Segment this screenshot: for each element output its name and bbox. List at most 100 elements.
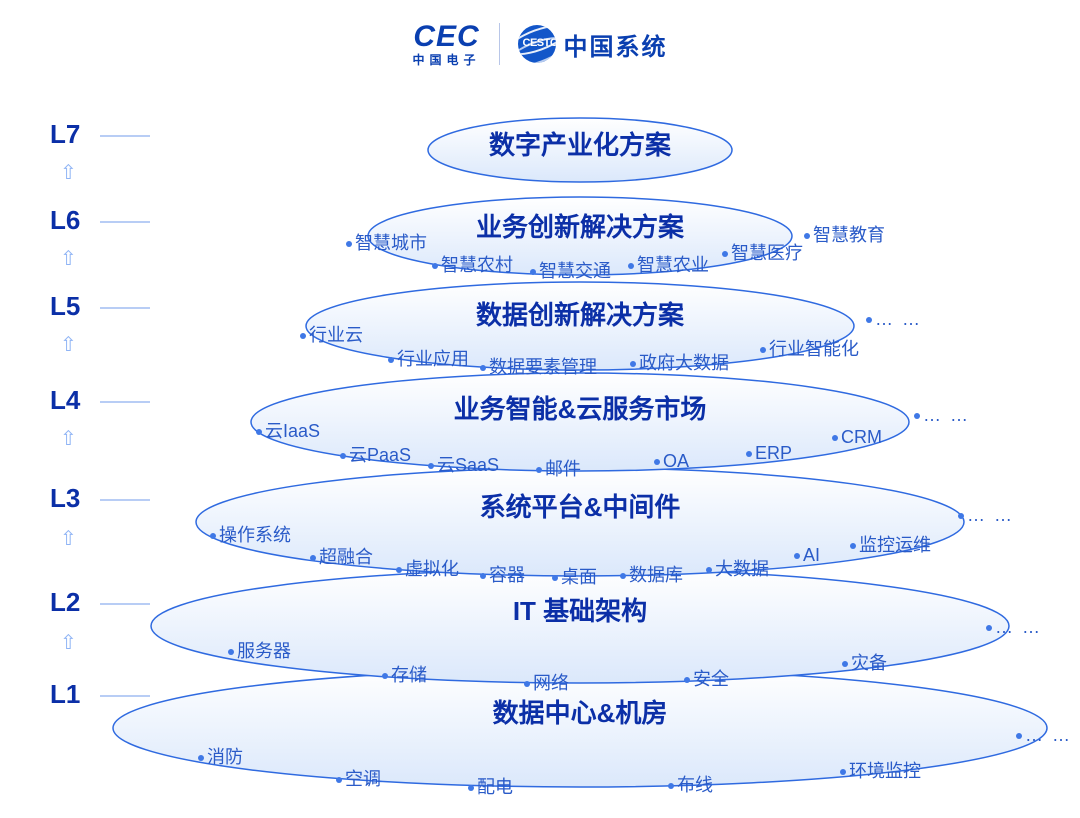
ellipsis-text: … …	[875, 309, 922, 329]
sub-item-l6-5: 智慧教育	[804, 221, 885, 247]
sub-item-l6-1: 智慧农村	[432, 251, 513, 277]
sub-item-l2-4: 灾备	[842, 649, 887, 675]
sub-item-label: 虚拟化	[405, 559, 459, 579]
ellipsis-icon-l3: … …	[958, 505, 1014, 526]
sub-item-label: OA	[663, 451, 689, 471]
level-tick-l5	[100, 307, 150, 309]
logo-cestc-text: 中国系统	[564, 27, 668, 62]
dot-icon	[524, 681, 530, 687]
dot-icon	[256, 429, 262, 435]
dot-icon	[480, 573, 486, 579]
dot-icon	[914, 413, 920, 419]
sub-item-label: 云PaaS	[349, 445, 411, 465]
sub-item-label: 数据要素管理	[489, 357, 597, 377]
sub-item-l1-3: 布线	[668, 771, 713, 797]
level-label-l2: L2	[50, 587, 80, 618]
level-tick-l4	[100, 401, 150, 403]
layer-title-l7: 数字产业化方案	[489, 125, 671, 162]
sub-item-l1-2: 配电	[468, 773, 513, 799]
sub-item-label: 安全	[693, 669, 729, 689]
dot-icon	[866, 317, 872, 323]
sub-item-l5-1: 行业应用	[388, 345, 469, 371]
dot-icon	[336, 777, 342, 783]
sub-item-l3-7: AI	[794, 545, 820, 566]
dot-icon	[228, 649, 234, 655]
dot-icon	[722, 251, 728, 257]
ellipsis-text: … …	[1025, 725, 1072, 745]
ellipsis-icon-l5: … …	[866, 309, 922, 330]
dot-icon	[1016, 733, 1022, 739]
dot-icon	[310, 555, 316, 561]
sub-item-l3-5: 数据库	[620, 561, 683, 587]
dot-icon	[654, 459, 660, 465]
sub-item-label: 灾备	[851, 653, 887, 673]
logo-cestc: CESTC 中国系统	[518, 25, 668, 63]
dot-icon	[794, 553, 800, 559]
level-arrow-icon-l7: ⇧	[60, 160, 77, 185]
dot-icon	[346, 241, 352, 247]
sub-item-label: 行业应用	[397, 349, 469, 369]
sub-item-l4-0: 云IaaS	[256, 417, 320, 443]
level-label-l1: L1	[50, 679, 80, 710]
dot-icon	[684, 677, 690, 683]
sub-item-label: 大数据	[715, 559, 769, 579]
dot-icon	[480, 365, 486, 371]
sub-item-l6-0: 智慧城市	[346, 229, 427, 255]
sub-item-label: 超融合	[319, 547, 373, 567]
sub-item-label: 配电	[477, 777, 513, 797]
sub-item-l5-4: 行业智能化	[760, 335, 859, 361]
sub-item-label: 桌面	[561, 567, 597, 587]
level-arrow-icon-l6: ⇧	[60, 246, 77, 271]
sub-item-label: 云IaaS	[265, 421, 320, 441]
sub-item-l3-2: 虚拟化	[396, 555, 459, 581]
dot-icon	[428, 463, 434, 469]
sub-item-l4-5: ERP	[746, 443, 792, 464]
sub-item-label: 智慧教育	[813, 225, 885, 245]
ellipsis-icon-l4: … …	[914, 405, 970, 426]
sub-item-label: AI	[803, 545, 820, 565]
sub-item-label: 空调	[345, 769, 381, 789]
sub-item-label: 云SaaS	[437, 455, 499, 475]
sub-item-label: 智慧城市	[355, 233, 427, 253]
ellipsis-text: … …	[923, 405, 970, 425]
ellipsis-text: … …	[967, 505, 1014, 525]
sub-item-l3-6: 大数据	[706, 555, 769, 581]
dot-icon	[842, 661, 848, 667]
sub-item-l6-2: 智慧交通	[530, 257, 611, 283]
sub-item-l2-1: 存储	[382, 661, 427, 687]
sub-item-l3-1: 超融合	[310, 543, 373, 569]
sub-item-label: 服务器	[237, 641, 291, 661]
level-tick-l7	[100, 135, 150, 137]
sub-item-l3-3: 容器	[480, 561, 525, 587]
dot-icon	[396, 567, 402, 573]
level-label-l7: L7	[50, 119, 80, 150]
logo-cec-big: CEC	[413, 22, 479, 52]
dot-icon	[536, 467, 542, 473]
sub-item-l3-0: 操作系统	[210, 521, 291, 547]
level-tick-l2	[100, 603, 150, 605]
layer-title-l6: 业务创新解决方案	[476, 207, 684, 244]
level-tick-l6	[100, 221, 150, 223]
dot-icon	[552, 575, 558, 581]
cestc-badge-text: CESTC	[523, 37, 556, 49]
level-arrow-icon-l2: ⇧	[60, 630, 77, 655]
sub-item-label: 智慧交通	[539, 261, 611, 281]
dot-icon	[620, 573, 626, 579]
ellipsis-text: … …	[995, 617, 1042, 637]
sub-item-l5-0: 行业云	[300, 321, 363, 347]
level-label-l5: L5	[50, 291, 80, 322]
dot-icon	[382, 673, 388, 679]
sub-item-label: 存储	[391, 665, 427, 685]
layer-title-l5: 数据创新解决方案	[476, 295, 684, 332]
sub-item-l6-3: 智慧农业	[628, 251, 709, 277]
level-label-l4: L4	[50, 385, 80, 416]
dot-icon	[630, 361, 636, 367]
sub-item-l4-2: 云SaaS	[428, 451, 499, 477]
dot-icon	[388, 357, 394, 363]
dot-icon	[210, 533, 216, 539]
sub-item-l1-0: 消防	[198, 743, 243, 769]
dot-icon	[628, 263, 634, 269]
cestc-badge-icon: CESTC	[518, 25, 556, 63]
sub-item-l5-2: 数据要素管理	[480, 353, 597, 379]
sub-item-label: 消防	[207, 747, 243, 767]
